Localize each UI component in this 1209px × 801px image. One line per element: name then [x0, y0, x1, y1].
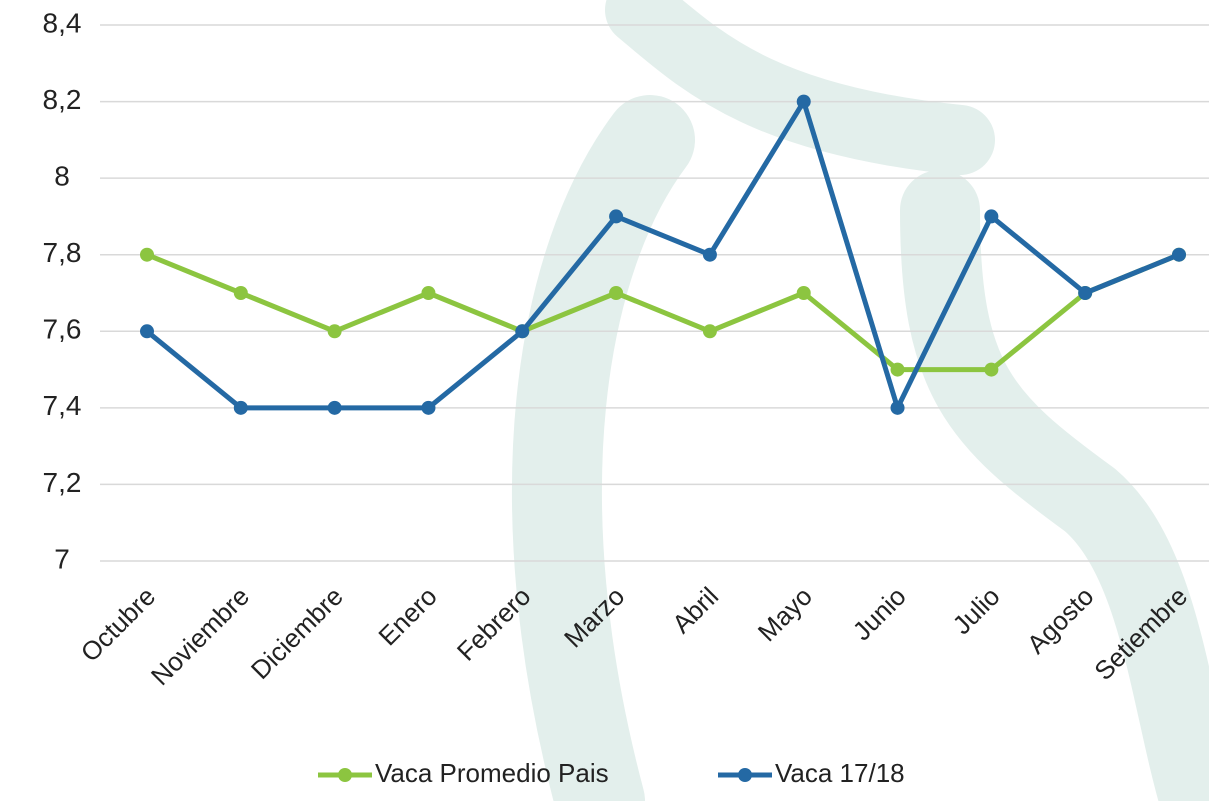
- data-point: [609, 209, 624, 224]
- x-tick-label: Abril: [666, 581, 724, 639]
- data-point: [1172, 247, 1186, 262]
- legend-marker: [338, 768, 352, 782]
- data-point: [233, 400, 248, 415]
- data-point: [140, 247, 154, 262]
- y-tick-label: 8,4: [43, 7, 82, 38]
- data-point: [140, 324, 154, 339]
- x-tick-label: Noviembre: [145, 581, 255, 691]
- data-point: [890, 362, 905, 377]
- data-point: [327, 400, 342, 415]
- x-tick-label: Agosto: [1021, 581, 1099, 659]
- watermark: [511, 0, 1209, 801]
- x-tick-label: Junio: [847, 581, 912, 646]
- legend-label: Vaca Promedio Pais: [375, 758, 609, 788]
- x-tick-label: Enero: [372, 581, 442, 651]
- y-tick-label: 8,2: [43, 84, 82, 115]
- y-tick-label: 7,4: [43, 390, 82, 421]
- data-point: [702, 324, 717, 339]
- series-line: [146, 252, 1180, 373]
- data-point: [609, 286, 624, 300]
- data-point: [890, 400, 905, 415]
- data-point: [515, 324, 530, 339]
- x-tick-label: Diciembre: [245, 581, 349, 685]
- data-point: [421, 286, 436, 300]
- y-tick-label: 7,8: [43, 237, 82, 268]
- series-line: [145, 99, 1180, 411]
- data-point: [984, 362, 999, 377]
- data-point: [327, 324, 342, 339]
- x-tick-label: Julio: [947, 581, 1006, 640]
- y-tick-label: 7,6: [43, 314, 82, 345]
- data-point: [421, 400, 436, 415]
- data-point: [984, 209, 999, 224]
- y-tick-label: 8: [54, 161, 70, 192]
- data-point: [233, 286, 248, 300]
- x-tick-label: Octubre: [75, 581, 162, 668]
- y-tick-label: 7,2: [43, 467, 82, 498]
- data-point: [702, 247, 717, 262]
- legend-marker: [738, 768, 752, 782]
- data-point: [796, 94, 811, 109]
- data-point: [1078, 286, 1093, 300]
- y-tick-label: 7: [54, 543, 70, 574]
- data-point: [796, 286, 811, 300]
- x-tick-label: Mayo: [752, 581, 818, 647]
- legend-label: Vaca 17/18: [775, 758, 905, 788]
